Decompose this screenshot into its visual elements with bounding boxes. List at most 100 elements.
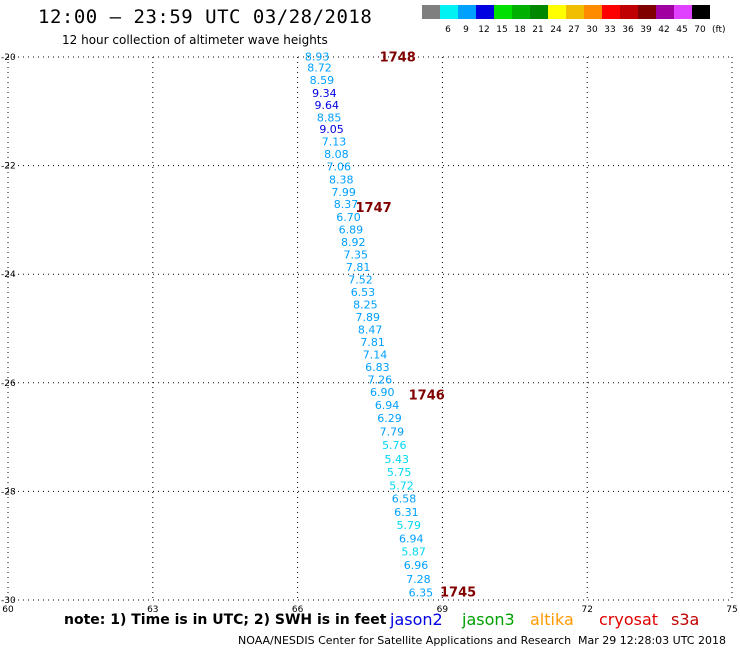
- colorbar-unit: (ft): [712, 25, 726, 35]
- wave-height-value: 6.83: [365, 361, 390, 374]
- colorbar-label: 18: [514, 25, 526, 35]
- wave-height-value: 5.76: [382, 439, 407, 452]
- colorbar-label: 27: [568, 25, 579, 35]
- satellite-legend-jason3: jason3: [462, 610, 515, 629]
- wave-height-value: 8.72: [307, 61, 332, 74]
- wave-height-value: 8.38: [329, 174, 354, 187]
- wave-height-value: 5.75: [387, 466, 412, 479]
- satellite-legend-altika: altika: [530, 610, 574, 629]
- wave-height-value: 7.35: [343, 249, 368, 262]
- colorbar-label: 70: [694, 25, 706, 35]
- wave-height-value: 6.90: [370, 386, 395, 399]
- colorbar-label: 33: [604, 25, 615, 35]
- x-tick-label: 63: [147, 605, 158, 615]
- wave-height-value: 6.96: [404, 559, 429, 572]
- colorbar-label: 24: [550, 25, 562, 35]
- wave-height-value: 5.72: [389, 479, 414, 492]
- wave-height-value: 8.93: [305, 50, 330, 63]
- colorbar-swatch: [566, 5, 584, 19]
- footnote: note: 1) Time is in UTC; 2) SWH is in fe…: [64, 612, 387, 628]
- colorbar-label: 30: [586, 25, 598, 35]
- wave-height-value: 8.85: [317, 111, 342, 124]
- colorbar-legend: 6 9 12 15 18 21 24 27 30 33 36 39 42 45 70 (ft): [422, 5, 726, 35]
- wave-height-value: 7.81: [360, 336, 385, 349]
- chart-title: 12:00 – 23:59 UTC 03/28/2018: [38, 6, 373, 28]
- x-tick-label: 60: [2, 605, 14, 615]
- colorbar-swatch: [476, 5, 494, 19]
- wave-height-value: 8.59: [310, 74, 335, 87]
- colorbar-label: 6: [445, 25, 451, 35]
- wave-height-value: 8.25: [353, 299, 378, 312]
- colorbar-label: 12: [478, 25, 489, 35]
- wave-height-value: 5.43: [384, 453, 409, 466]
- wave-height-value: 7.28: [406, 573, 431, 586]
- colorbar-swatch: [638, 5, 656, 19]
- y-tick-label: -28: [1, 487, 16, 497]
- satellite-legend-cryosat: cryosat: [599, 610, 659, 629]
- y-tick-label: -24: [1, 270, 16, 280]
- colorbar-swatch: [512, 5, 530, 19]
- wave-height-value: 6.94: [399, 533, 424, 546]
- wave-height-value: 6.94: [375, 399, 400, 412]
- colorbar-swatch: [422, 5, 440, 19]
- wave-height-value: 6.58: [392, 492, 417, 505]
- wave-height-value: 7.13: [322, 136, 347, 149]
- chart-subtitle: 12 hour collection of altimeter wave hei…: [62, 33, 328, 47]
- colorbar-swatch: [692, 5, 710, 19]
- wave-height-value: 6.89: [339, 224, 364, 237]
- wave-height-value: 8.37: [334, 198, 359, 211]
- colorbar-swatch: [584, 5, 602, 19]
- wave-height-value: 7.99: [331, 186, 356, 199]
- colorbar-label: 21: [532, 25, 543, 35]
- x-tick-label: 75: [726, 605, 737, 615]
- y-tick-label: -26: [1, 379, 16, 389]
- credit-text: NOAA/NESDIS Center for Satellite Applica…: [238, 634, 572, 647]
- x-tick-label: 72: [581, 605, 592, 615]
- wave-height-value: 7.14: [363, 349, 388, 362]
- wave-height-value: 6.70: [336, 211, 361, 224]
- colorbar-label: 36: [622, 25, 634, 35]
- colorbar-swatch: [620, 5, 638, 19]
- wave-height-value: 9.64: [314, 99, 339, 112]
- wave-height-value: 8.47: [358, 324, 383, 337]
- colorbar-label: 39: [640, 25, 652, 35]
- wave-height-value: 6.31: [394, 506, 419, 519]
- colorbar-swatch: [440, 5, 458, 19]
- wave-height-plot: 60 63 66 69 72 75-20-22-24-26-28-308.938.728.…: [1, 50, 738, 615]
- colorbar-swatch: [656, 5, 674, 19]
- wave-height-value: 9.34: [312, 87, 337, 100]
- wave-height-value: 9.05: [319, 123, 344, 136]
- colorbar-swatch: [548, 5, 566, 19]
- colorbar-label: 42: [658, 25, 669, 35]
- colorbar-swatch: [602, 5, 620, 19]
- wave-height-value: 7.06: [327, 161, 352, 174]
- y-tick-label: -30: [1, 596, 16, 606]
- x-tick-label: 66: [292, 605, 304, 615]
- wave-height-value: 6.29: [377, 412, 402, 425]
- wave-height-value: 7.79: [380, 426, 405, 439]
- wave-height-value: 7.52: [348, 274, 373, 287]
- colorbar-label: 9: [463, 25, 469, 35]
- y-tick-label: -20: [1, 53, 16, 63]
- wave-height-value: 7.81: [346, 261, 371, 274]
- wave-height-value: 6.35: [409, 586, 434, 599]
- wave-height-value: 6.53: [351, 286, 376, 299]
- colorbar-swatch: [674, 5, 692, 19]
- time-label: 1745: [440, 585, 476, 600]
- wave-height-value: 5.79: [397, 519, 422, 532]
- x-tick-label: 69: [437, 605, 449, 615]
- colorbar-swatch: [530, 5, 548, 19]
- wave-height-value: 7.89: [356, 311, 381, 324]
- colorbar-swatch: [494, 5, 512, 19]
- wave-height-value: 8.92: [341, 236, 366, 249]
- y-tick-label: -22: [1, 162, 16, 172]
- time-label: 1746: [409, 389, 445, 404]
- satellite-legend-s3a: s3a: [671, 610, 700, 629]
- time-label: 1748: [380, 50, 416, 65]
- time-label: 1747: [356, 201, 392, 216]
- colorbar-label: 15: [496, 25, 507, 35]
- generated-timestamp: Mar 29 12:28:03 UTC 2018: [578, 634, 726, 647]
- wave-height-value: 8.08: [324, 148, 349, 161]
- wave-height-value: 7.26: [368, 374, 393, 387]
- wave-height-value: 5.87: [401, 546, 426, 559]
